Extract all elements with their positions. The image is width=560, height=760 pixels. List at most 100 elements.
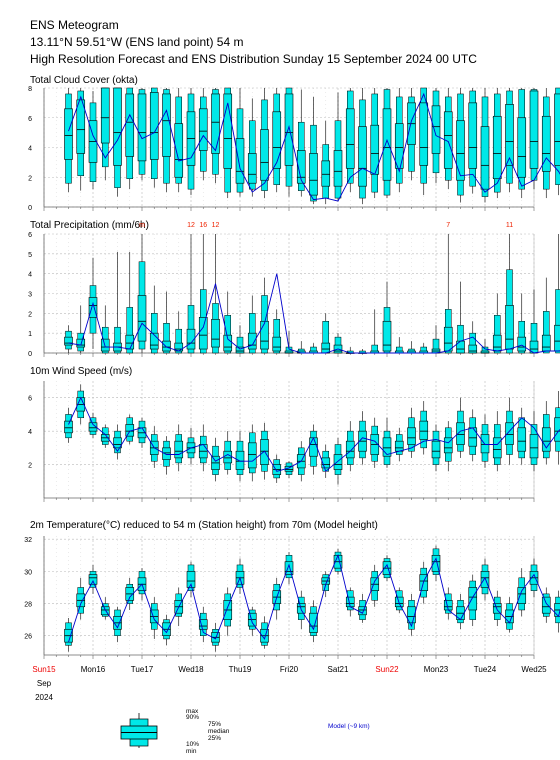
box-25-75 <box>223 450 233 464</box>
box-25-75 <box>321 457 331 469</box>
ens-box <box>125 251 135 354</box>
ens-box <box>443 587 453 620</box>
ens-box <box>456 397 465 458</box>
ens-box <box>370 88 380 199</box>
box-25-75 <box>468 587 478 611</box>
box-25-75 <box>407 606 416 624</box>
y-tick-label: 4 <box>28 429 32 436</box>
box-25-75 <box>517 336 527 352</box>
ens-box <box>162 436 171 475</box>
box-25-75 <box>260 129 269 181</box>
box-25-75 <box>382 437 392 457</box>
ens-box <box>186 234 196 354</box>
box-25-75 <box>468 102 478 169</box>
ens-box <box>88 90 98 190</box>
wind-speed-panel: 10m Wind Speed (m/s) 2 4 6 <box>28 366 560 502</box>
box-25-75 <box>517 427 527 452</box>
ens-box <box>198 88 208 181</box>
y-tick-label: 8 <box>28 86 32 93</box>
box-25-75 <box>394 123 404 169</box>
ens-box <box>529 558 539 598</box>
ens-box <box>88 564 98 594</box>
ens-box <box>541 587 551 623</box>
y-tick-label: 4 <box>28 146 32 153</box>
month-label: Sep <box>37 679 52 688</box>
box-25-75 <box>137 295 147 342</box>
box-25-75 <box>162 447 171 460</box>
ens-box <box>382 281 392 354</box>
box-25-75 <box>394 440 404 452</box>
ens-box <box>125 577 135 610</box>
ens-box <box>345 421 355 472</box>
box-25-75 <box>382 108 392 181</box>
ens-box <box>211 437 220 482</box>
box-25-75 <box>125 93 135 157</box>
legend-p10-label: 10% <box>186 741 199 748</box>
ens-box <box>309 424 318 475</box>
box-25-75 <box>88 297 98 318</box>
ens-box <box>235 325 245 354</box>
ens-box <box>186 427 196 465</box>
y-tick-label: 28 <box>24 602 32 609</box>
ens-box <box>198 424 208 472</box>
box-25-75 <box>468 427 478 447</box>
ens-box <box>321 313 331 354</box>
box-25-75 <box>149 92 159 160</box>
box-25-75 <box>76 99 86 154</box>
precip-max-label: 12 <box>187 222 195 229</box>
ens-box <box>529 289 539 354</box>
y-tick-label: 26 <box>24 634 32 641</box>
ens-box <box>76 305 86 353</box>
ens-box <box>211 88 220 184</box>
ens-box <box>272 454 282 483</box>
box-25-75 <box>554 324 560 352</box>
y-tick-label: 6 <box>28 232 32 239</box>
day-label: Sun15 <box>32 665 56 674</box>
ens-box <box>468 88 478 194</box>
box-25-75 <box>505 422 514 445</box>
box-25-75 <box>480 126 490 190</box>
ens-box <box>554 234 560 354</box>
box-25-75 <box>517 587 527 604</box>
box-25-75 <box>419 102 429 166</box>
ens-box <box>113 424 122 460</box>
precip-max-label: 11 <box>506 222 513 229</box>
wind-speed-title: 10m Wind Speed (m/s) <box>30 366 132 377</box>
forecast-subtitle: High Resolution Forecast and ENS Distrib… <box>30 52 477 66</box>
box-25-75 <box>382 320 392 352</box>
box-25-75 <box>333 150 343 187</box>
ens-box <box>162 88 171 193</box>
box-25-75 <box>88 574 98 585</box>
ens-box <box>76 88 86 191</box>
cloud-cover-panel: Total Cloud Cover (okta) 0 2 4 6 8 <box>28 75 560 212</box>
ens-box <box>186 561 196 598</box>
chart-title: ENS Meteogram <box>30 18 119 32</box>
ens-box <box>419 401 429 455</box>
temperature-panel: 2m Temperature(°C) reduced to 54 m (Stat… <box>24 520 560 659</box>
ens-box <box>431 325 441 354</box>
box-25-75 <box>505 305 514 350</box>
box-25-75 <box>296 150 306 184</box>
ens-box <box>431 424 441 472</box>
box-25-75 <box>541 596 551 614</box>
box-25-75 <box>468 344 478 354</box>
ens-box <box>443 88 453 190</box>
ens-box <box>186 88 196 196</box>
box-25-75 <box>162 340 171 352</box>
ens-box <box>345 88 355 193</box>
ens-box <box>260 88 269 199</box>
box-25-75 <box>309 153 318 196</box>
box-25-75 <box>431 554 441 572</box>
ens-box <box>541 88 551 199</box>
box-25-75 <box>492 334 502 352</box>
legend-p75-label: 75% <box>208 721 221 728</box>
box-25-75 <box>198 619 208 630</box>
chart-header: ENS Meteogram 13.11°N 59.51°W (ENS land … <box>30 17 477 68</box>
ens-box <box>113 606 122 643</box>
x-axis-layer: Sun15 Mon16 Tue17 Wed18 Thu19 Fri20 Sat21 Sun22… <box>32 665 547 702</box>
box-25-75 <box>492 603 502 614</box>
ens-box <box>260 277 269 354</box>
ens-box <box>64 325 73 353</box>
ens-box <box>149 285 159 354</box>
